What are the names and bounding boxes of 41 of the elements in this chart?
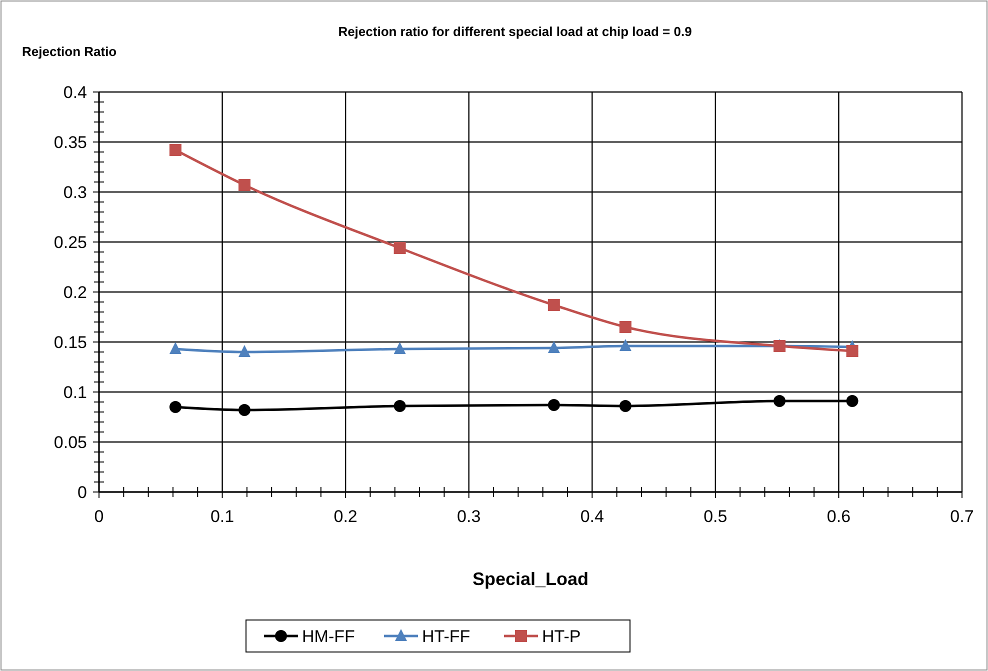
point <box>169 342 182 354</box>
point <box>238 404 250 416</box>
x-tick-label: 0.6 <box>826 507 851 526</box>
y-tick-label: 0.3 <box>63 183 87 202</box>
point <box>846 345 858 357</box>
y-tick-label: 0.05 <box>54 433 87 452</box>
x-tick-label: 0.1 <box>210 507 234 526</box>
y-axis-title: Rejection Ratio <box>22 44 117 59</box>
point <box>774 395 786 407</box>
x-axis-title: Special_Load <box>472 569 589 589</box>
chart-title: Rejection ratio for different special load at chip load = 0.9 <box>338 24 692 39</box>
x-tick-label: 0 <box>94 507 104 526</box>
point <box>846 395 858 407</box>
legend-label: HM-FF <box>302 627 355 646</box>
y-tick-label: 0.2 <box>63 283 87 302</box>
point <box>548 299 560 311</box>
point <box>238 179 250 191</box>
point <box>394 242 406 254</box>
y-tick-label: 0 <box>78 483 87 502</box>
point <box>619 321 632 333</box>
point <box>238 345 250 357</box>
y-tick-label: 0.1 <box>63 383 87 402</box>
y-tick-label: 0.25 <box>54 233 87 252</box>
y-tick-label: 0.4 <box>63 83 87 102</box>
point <box>394 342 406 354</box>
legend-label: HT-FF <box>422 627 470 646</box>
point <box>619 339 632 351</box>
x-tick-label: 0.5 <box>704 507 728 526</box>
x-tick-label: 0.2 <box>334 507 358 526</box>
y-tick-label: 0.35 <box>54 133 87 152</box>
point <box>169 144 182 156</box>
legend-label: HT-P <box>542 627 581 646</box>
y-tick-label: 0.15 <box>54 333 87 352</box>
point <box>548 399 560 411</box>
point <box>169 401 182 413</box>
point <box>394 400 406 412</box>
x-tick-label: 0.4 <box>580 507 604 526</box>
point <box>619 400 632 412</box>
point <box>548 341 560 353</box>
x-tick-label: 0.7 <box>950 507 974 526</box>
x-tick-label: 0.3 <box>457 507 481 526</box>
